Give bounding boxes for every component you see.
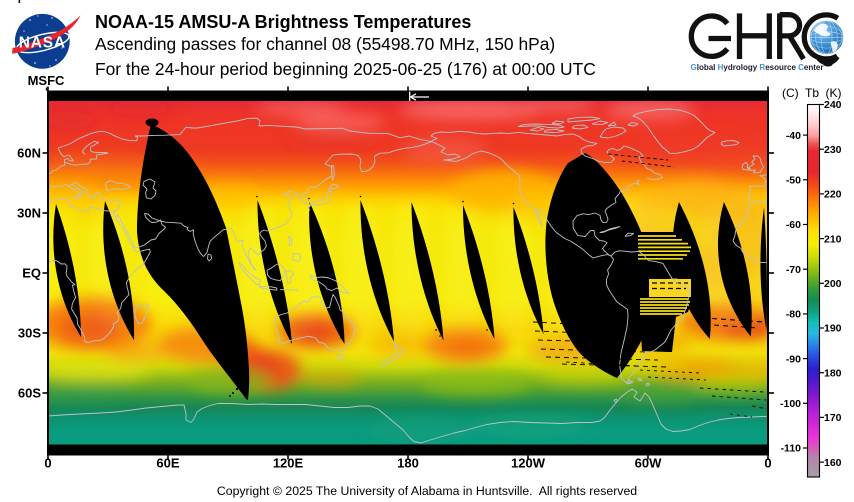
svg-text:180: 180 xyxy=(397,456,419,471)
svg-text:-110: -110 xyxy=(781,443,802,455)
svg-text:120E: 120E xyxy=(273,456,304,471)
svg-text:0: 0 xyxy=(44,456,51,471)
svg-text:-40: -40 xyxy=(786,130,801,142)
svg-text:60E: 60E xyxy=(156,456,179,471)
svg-text:-90: -90 xyxy=(786,353,801,365)
svg-text:60S: 60S xyxy=(18,386,41,401)
svg-text:-60: -60 xyxy=(786,219,801,231)
svg-text:160: 160 xyxy=(824,457,842,469)
svg-text:120W: 120W xyxy=(511,456,546,471)
svg-text:-70: -70 xyxy=(786,264,801,276)
svg-text:Tb: Tb xyxy=(805,86,819,100)
svg-text:0: 0 xyxy=(764,456,771,471)
svg-text:180: 180 xyxy=(824,367,842,379)
svg-text:Global Hydrology Resource Cent: Global Hydrology Resource Center xyxy=(691,63,824,72)
svg-text:30S: 30S xyxy=(18,326,41,341)
svg-text:230: 230 xyxy=(824,144,842,156)
svg-text:170: 170 xyxy=(824,412,842,424)
svg-text:210: 210 xyxy=(824,233,842,245)
svg-text:200: 200 xyxy=(824,278,842,290)
svg-text:(C): (C) xyxy=(782,86,799,100)
svg-text:MSFC: MSFC xyxy=(28,73,65,88)
svg-text:NASA: NASA xyxy=(19,34,66,51)
svg-text:60W: 60W xyxy=(635,456,662,471)
svg-text:30N: 30N xyxy=(17,206,41,221)
svg-text:EQ: EQ xyxy=(22,266,41,281)
svg-text:220: 220 xyxy=(824,189,842,201)
svg-text:(K): (K) xyxy=(826,86,842,100)
svg-text:-50: -50 xyxy=(786,175,801,187)
svg-text:-80: -80 xyxy=(786,309,801,321)
svg-text:240: 240 xyxy=(824,99,842,111)
svg-text:190: 190 xyxy=(824,323,842,335)
svg-text:60N: 60N xyxy=(17,146,41,161)
svg-text:-100: -100 xyxy=(780,398,801,410)
